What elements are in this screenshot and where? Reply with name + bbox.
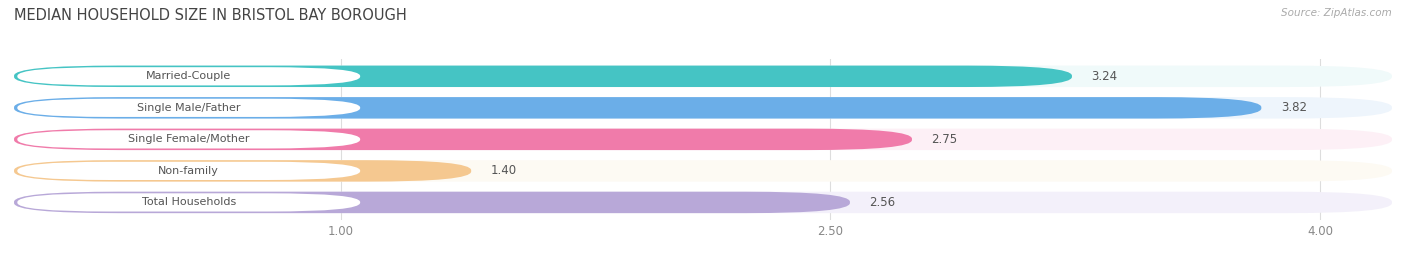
Text: 2.75: 2.75 bbox=[932, 133, 957, 146]
FancyBboxPatch shape bbox=[17, 193, 360, 211]
FancyBboxPatch shape bbox=[17, 99, 360, 117]
Text: Source: ZipAtlas.com: Source: ZipAtlas.com bbox=[1281, 8, 1392, 18]
FancyBboxPatch shape bbox=[14, 66, 1071, 87]
Text: 2.56: 2.56 bbox=[869, 196, 896, 209]
Text: 3.24: 3.24 bbox=[1091, 70, 1118, 83]
FancyBboxPatch shape bbox=[14, 129, 1392, 150]
Text: Married-Couple: Married-Couple bbox=[146, 71, 232, 81]
FancyBboxPatch shape bbox=[14, 192, 851, 213]
Text: MEDIAN HOUSEHOLD SIZE IN BRISTOL BAY BOROUGH: MEDIAN HOUSEHOLD SIZE IN BRISTOL BAY BOR… bbox=[14, 8, 406, 23]
FancyBboxPatch shape bbox=[14, 160, 1392, 182]
FancyBboxPatch shape bbox=[14, 192, 1392, 213]
FancyBboxPatch shape bbox=[17, 67, 360, 85]
FancyBboxPatch shape bbox=[14, 160, 471, 182]
FancyBboxPatch shape bbox=[14, 66, 1392, 87]
FancyBboxPatch shape bbox=[17, 130, 360, 148]
Text: Non-family: Non-family bbox=[159, 166, 219, 176]
Text: Single Male/Father: Single Male/Father bbox=[136, 103, 240, 113]
FancyBboxPatch shape bbox=[14, 129, 912, 150]
FancyBboxPatch shape bbox=[14, 97, 1392, 118]
FancyBboxPatch shape bbox=[14, 97, 1261, 118]
Text: Single Female/Mother: Single Female/Mother bbox=[128, 134, 249, 144]
FancyBboxPatch shape bbox=[17, 162, 360, 180]
Text: 3.82: 3.82 bbox=[1281, 101, 1308, 114]
Text: 1.40: 1.40 bbox=[491, 164, 517, 177]
Text: Total Households: Total Households bbox=[142, 198, 236, 207]
